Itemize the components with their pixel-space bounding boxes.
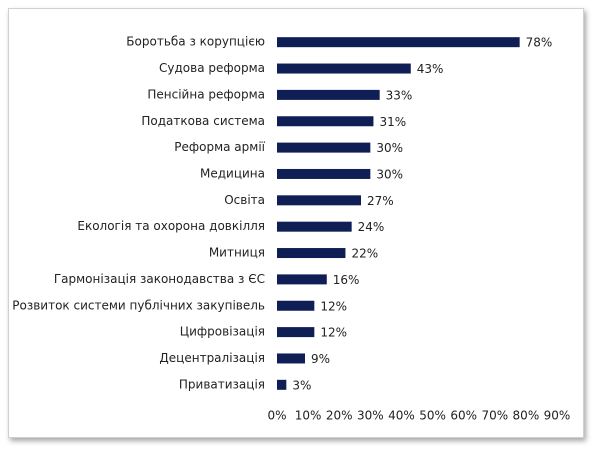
bar	[277, 300, 315, 311]
bar	[277, 221, 352, 232]
bar	[277, 327, 315, 338]
bar	[277, 89, 380, 100]
value-label: 22%	[351, 247, 378, 261]
bar	[277, 195, 361, 206]
value-label: 12%	[320, 326, 347, 340]
value-label: 24%	[358, 220, 385, 234]
x-tick-label: 80%	[513, 409, 540, 423]
x-tick-label: 40%	[388, 409, 415, 423]
x-tick-label: 0%	[267, 409, 286, 423]
bar	[277, 37, 520, 48]
y-tick-label: Екологія та охорона довкілля	[77, 219, 265, 233]
bar	[277, 248, 346, 259]
y-tick-label: Децентралізація	[159, 351, 265, 365]
y-tick-label: Митниця	[209, 246, 265, 260]
x-tick-label: 20%	[326, 409, 353, 423]
y-tick-label: Медицина	[200, 166, 265, 180]
y-tick-label: Приватизація	[179, 377, 265, 391]
y-tick-label: Реформа армії	[174, 140, 265, 154]
y-tick-label: Пенсійна реформа	[147, 87, 265, 101]
x-tick-label: 30%	[357, 409, 384, 423]
y-tick-label: Податкова система	[141, 114, 265, 128]
value-label: 30%	[376, 167, 403, 181]
bar	[277, 116, 374, 127]
value-label: 33%	[386, 88, 413, 102]
y-tick-label: Розвиток системи публічних закупівель	[12, 298, 265, 312]
value-label: 16%	[333, 273, 360, 287]
bar	[277, 63, 411, 74]
y-tick-label: Цифровізація	[180, 325, 265, 339]
value-label: 30%	[376, 141, 403, 155]
bar	[277, 274, 327, 285]
value-label: 78%	[526, 36, 553, 50]
value-label: 3%	[292, 378, 311, 392]
x-tick-label: 60%	[450, 409, 477, 423]
value-label: 12%	[320, 299, 347, 313]
bar	[277, 168, 371, 179]
x-tick-label: 10%	[295, 409, 322, 423]
x-tick-label: 90%	[544, 409, 571, 423]
value-label: 31%	[379, 115, 406, 129]
value-label: 9%	[311, 352, 330, 366]
x-tick-label: 70%	[481, 409, 508, 423]
y-tick-label: Боротьба з корупцією	[126, 35, 265, 49]
y-tick-label: Гармонізація законодавства з ЄС	[54, 272, 265, 286]
bar	[277, 379, 287, 390]
bar	[277, 353, 305, 364]
y-tick-label: Освіта	[224, 193, 265, 207]
y-tick-label: Судова реформа	[159, 61, 265, 75]
x-tick-label: 50%	[419, 409, 446, 423]
value-label: 27%	[367, 194, 394, 208]
value-label: 43%	[417, 62, 444, 76]
bar	[277, 142, 371, 153]
